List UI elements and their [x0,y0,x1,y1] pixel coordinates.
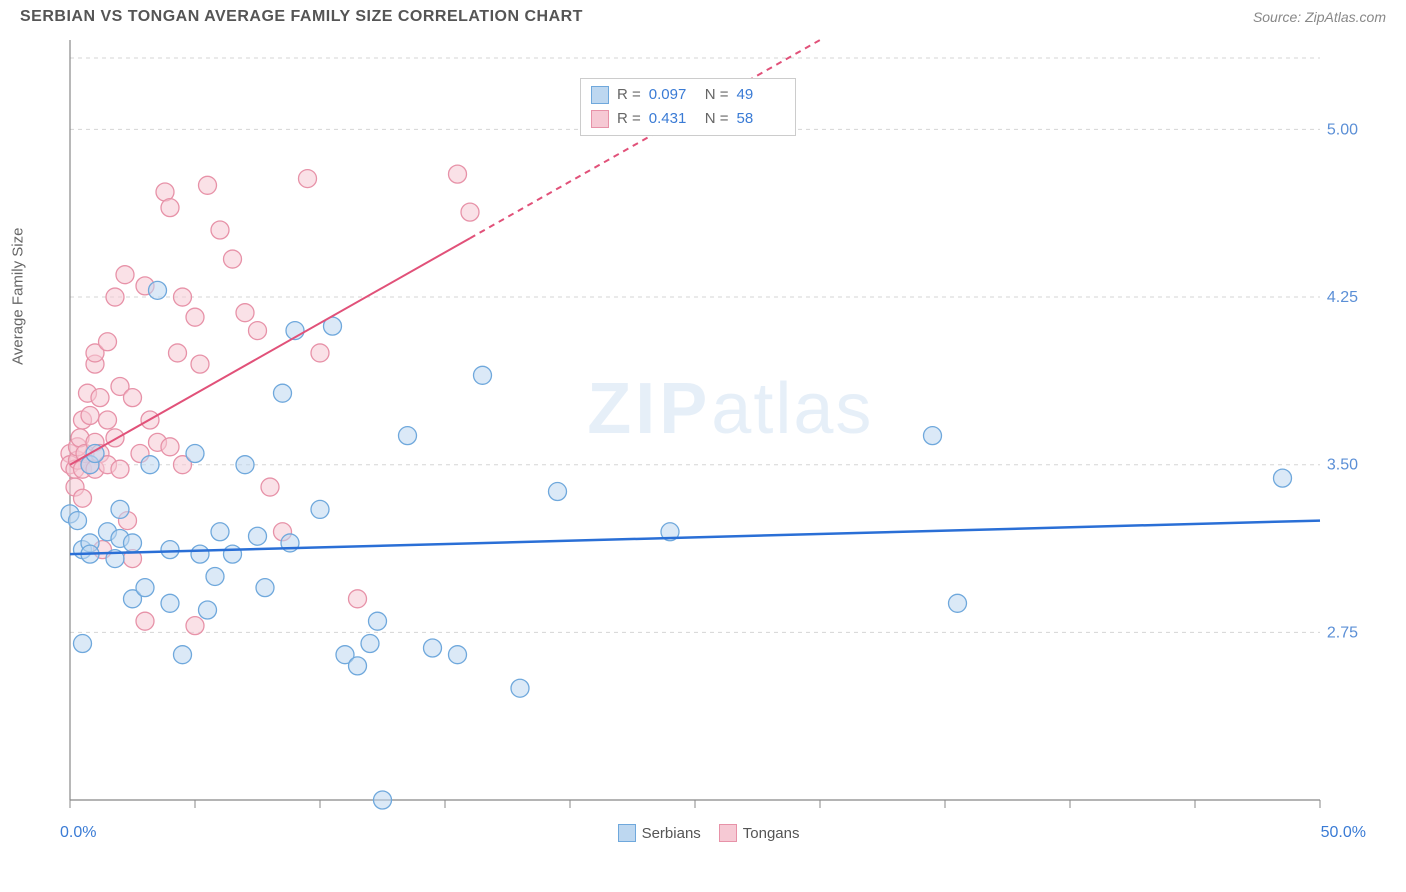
r-value-tongans: 0.431 [649,107,697,131]
legend-swatch-tongans [719,824,737,842]
chart-title: SERBIAN VS TONGAN AVERAGE FAMILY SIZE CO… [20,8,583,26]
y-axis-label: Average Family Size [10,228,27,365]
stats-legend-box: R = 0.097 N = 49 R = 0.431 N = 58 [580,78,796,136]
legend-label-serbians: Serbians [642,825,701,842]
swatch-serbians [591,86,609,104]
svg-text:3.50: 3.50 [1327,457,1358,474]
x-axis-start: 0.0% [60,824,96,842]
n-value-serbians: 49 [737,83,785,107]
legend-item-serbians: Serbians [618,824,701,842]
stats-row-tongans: R = 0.431 N = 58 [591,107,785,131]
legend-item-tongans: Tongans [719,824,800,842]
svg-text:5.00: 5.00 [1327,121,1358,138]
swatch-tongans [591,110,609,128]
source-label: Source: ZipAtlas.com [1253,9,1386,25]
scatter-chart: 2.75 3.50 4.25 5.00 [20,30,1370,820]
x-axis-end: 50.0% [1321,824,1366,842]
legend: Serbians Tongans [618,824,800,842]
svg-text:4.25: 4.25 [1327,289,1358,306]
stats-row-serbians: R = 0.097 N = 49 [591,83,785,107]
chart-container: Average Family Size ZIPatlas 2.753.504.2… [20,30,1386,820]
n-value-tongans: 58 [737,107,785,131]
legend-label-tongans: Tongans [743,825,800,842]
r-value-serbians: 0.097 [649,83,697,107]
svg-text:2.75: 2.75 [1327,624,1358,641]
legend-swatch-serbians [618,824,636,842]
